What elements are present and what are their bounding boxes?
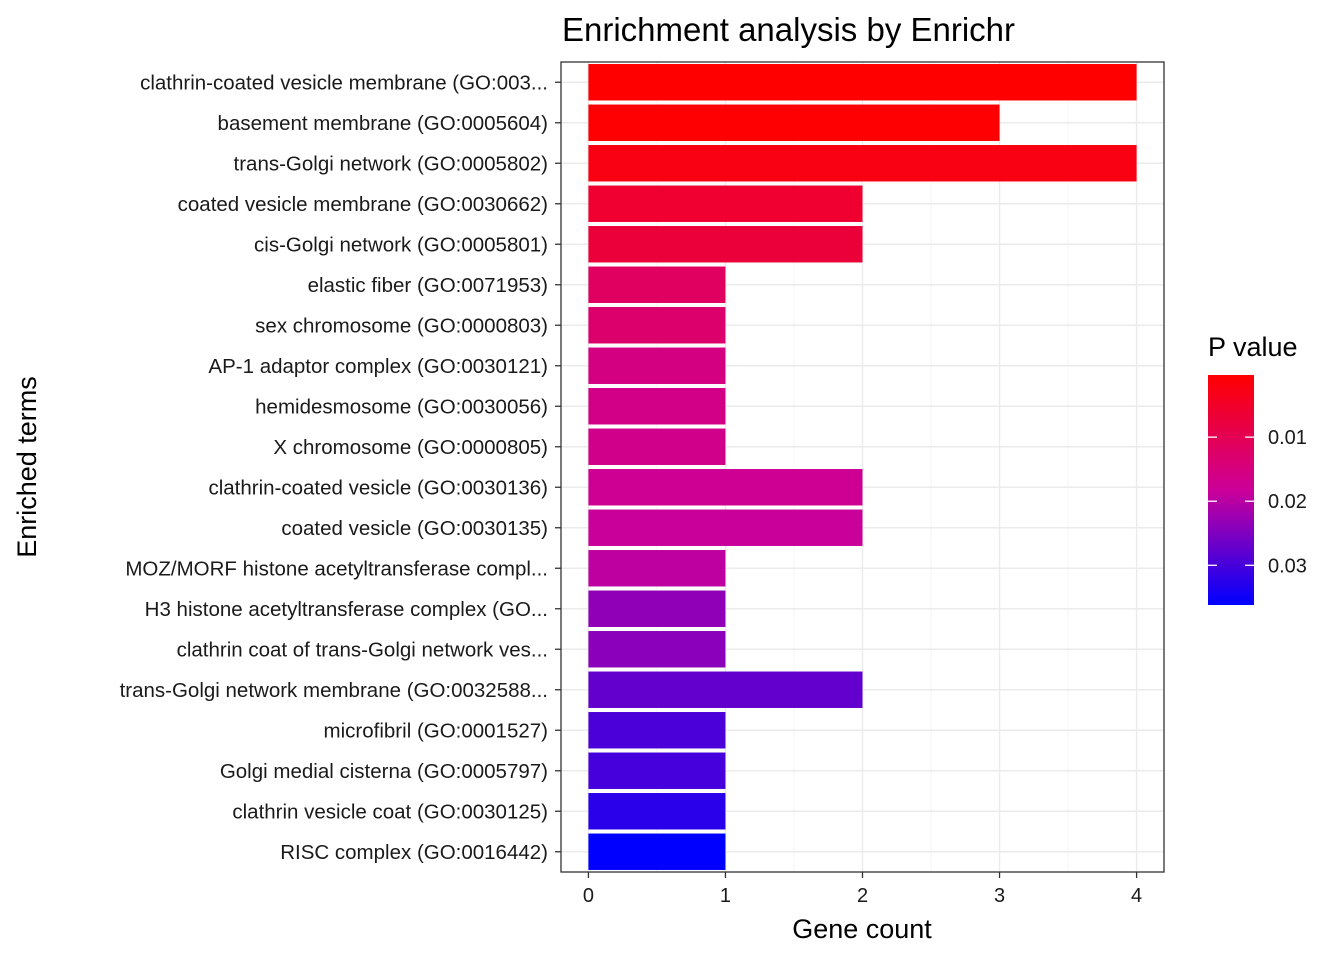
x-tick-label: 4	[1131, 885, 1142, 907]
y-category-label: Golgi medial cisterna (GO:0005797)	[220, 760, 548, 783]
y-category-label: clathrin-coated vesicle membrane (GO:003…	[140, 71, 548, 94]
bar	[588, 550, 726, 587]
y-category-label: trans-Golgi network (GO:0005802)	[234, 152, 548, 175]
y-category-label: coated vesicle membrane (GO:0030662)	[178, 193, 548, 216]
y-category-label: basement membrane (GO:0005604)	[218, 112, 548, 135]
bar	[588, 185, 863, 222]
y-axis-category-labels: clathrin-coated vesicle membrane (GO:003…	[120, 71, 561, 864]
y-category-label: clathrin coat of trans-Golgi network ves…	[177, 638, 548, 661]
x-tick-label: 0	[583, 885, 594, 907]
legend-colorbar	[1208, 375, 1254, 605]
bar	[588, 104, 1000, 141]
bars	[588, 64, 1137, 870]
y-category-label: hemidesmosome (GO:0030056)	[255, 395, 548, 418]
legend-ticks: 0.01 0.02 0.03	[1208, 427, 1307, 577]
y-category-label: cis-Golgi network (GO:0005801)	[254, 233, 548, 256]
x-tick-label: 3	[994, 885, 1005, 907]
y-category-label: clathrin vesicle coat (GO:0030125)	[232, 800, 548, 823]
bar	[588, 347, 726, 384]
x-tick-label: 2	[857, 885, 868, 907]
bar	[588, 590, 726, 627]
y-axis-title: Enriched terms	[12, 376, 42, 558]
y-category-label: coated vesicle (GO:0030135)	[281, 517, 548, 540]
legend-title: P value	[1208, 332, 1298, 362]
bar	[588, 307, 726, 344]
legend-tick-label: 0.01	[1268, 427, 1307, 449]
bar	[588, 145, 1137, 182]
bar	[588, 752, 726, 789]
bar	[588, 428, 726, 465]
y-category-label: MOZ/MORF histone acetyltransferase compl…	[125, 557, 548, 580]
bar	[588, 226, 863, 263]
legend-tick-label: 0.02	[1268, 491, 1307, 513]
y-category-label: RISC complex (GO:0016442)	[280, 841, 548, 864]
bar	[588, 671, 863, 708]
y-category-label: X chromosome (GO:0000805)	[273, 436, 548, 459]
bar	[588, 388, 726, 425]
y-category-label: H3 histone acetyltransferase complex (GO…	[145, 598, 548, 621]
x-axis-ticks: 0 1 2 3 4	[583, 872, 1142, 907]
y-category-label: sex chromosome (GO:0000803)	[255, 314, 548, 337]
bar	[588, 631, 726, 668]
x-tick-label: 1	[720, 885, 731, 907]
bar	[588, 833, 726, 870]
bar	[588, 712, 726, 749]
bar	[588, 509, 863, 546]
y-category-label: elastic fiber (GO:0071953)	[308, 274, 548, 297]
bar	[588, 469, 863, 506]
x-axis-title: Gene count	[792, 914, 932, 944]
y-category-label: AP-1 adaptor complex (GO:0030121)	[208, 355, 548, 378]
y-category-label: trans-Golgi network membrane (GO:0032588…	[120, 679, 548, 702]
chart-title: Enrichment analysis by Enrichr	[562, 11, 1015, 48]
y-category-label: microfibril (GO:0001527)	[324, 719, 548, 742]
y-category-label: clathrin-coated vesicle (GO:0030136)	[208, 476, 548, 499]
bar	[588, 266, 726, 303]
legend-tick-label: 0.03	[1268, 555, 1307, 577]
bar	[588, 64, 1137, 101]
bar	[588, 793, 726, 830]
